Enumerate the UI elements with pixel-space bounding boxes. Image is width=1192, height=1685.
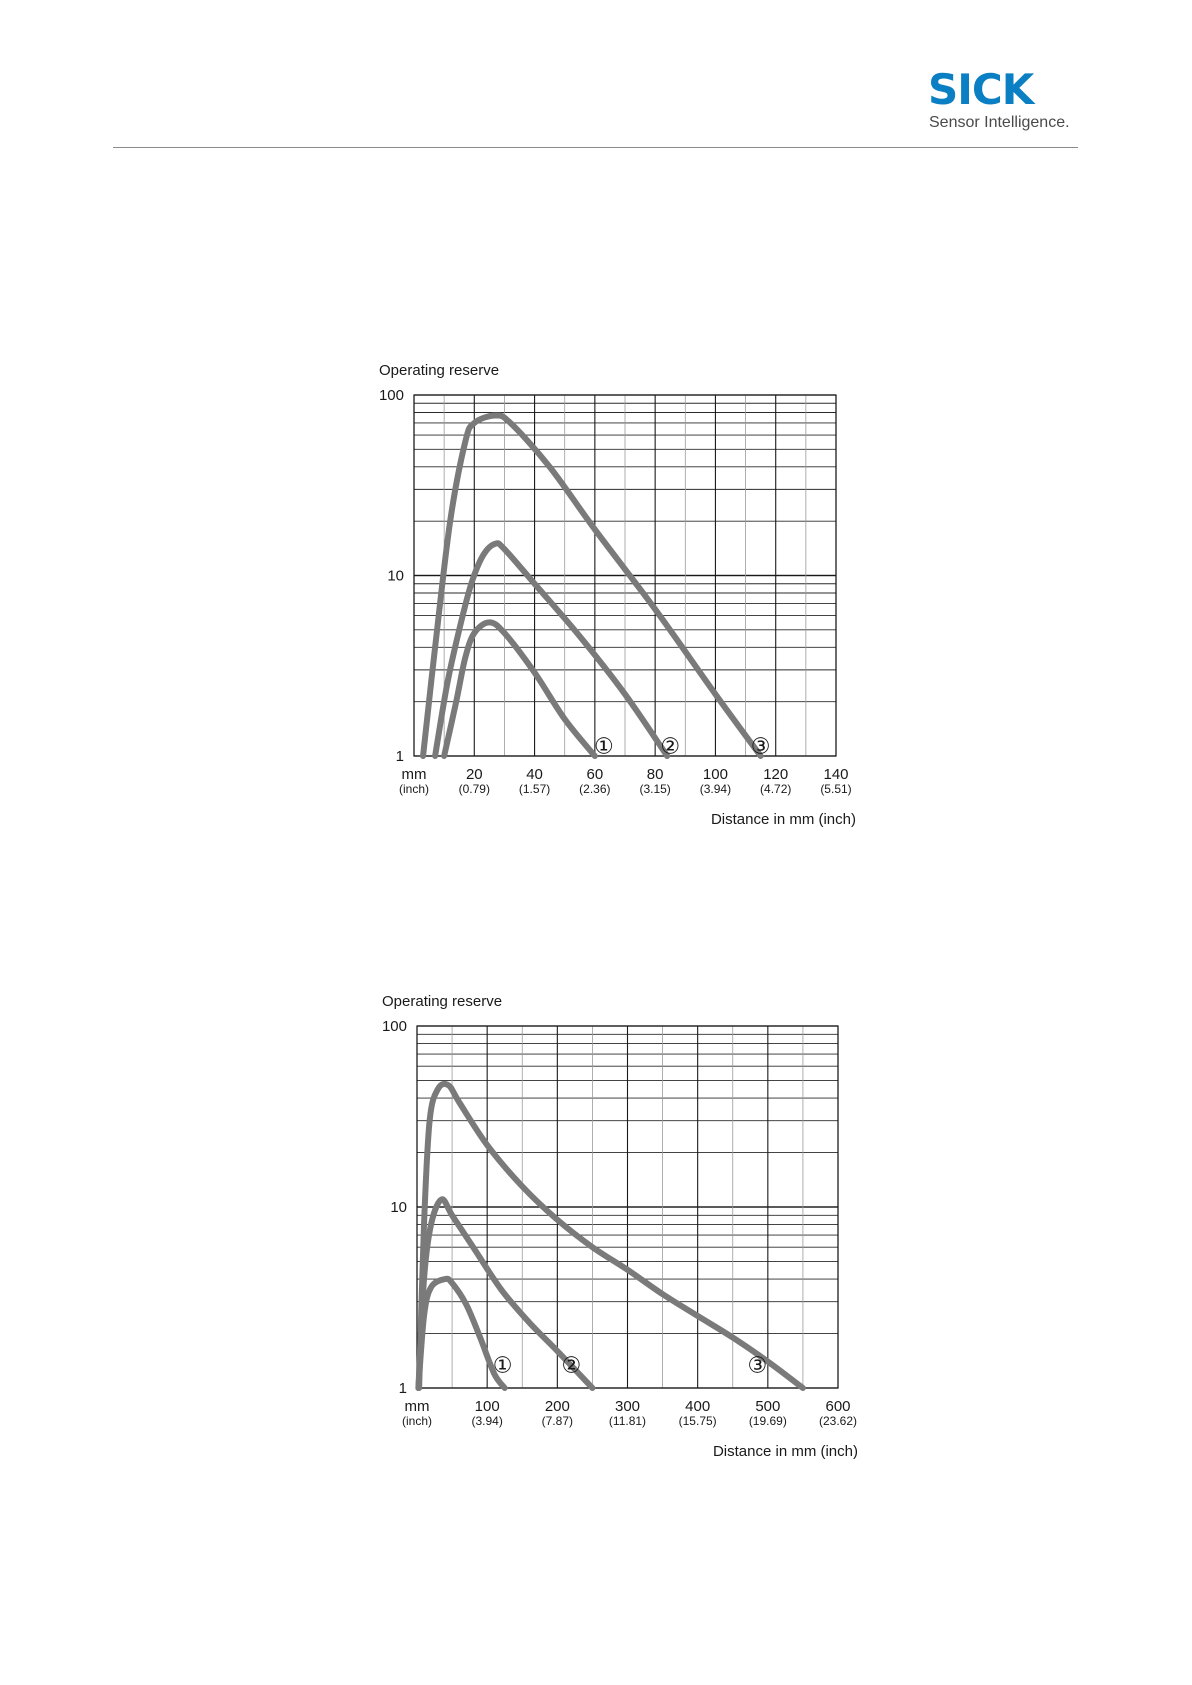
- y-axis-label: Operating reserve: [379, 362, 499, 379]
- x-tick-label: 600: [825, 1398, 850, 1415]
- x-tick-inch-label: (11.81): [609, 1414, 646, 1428]
- x-tick-inch-label: (3.15): [639, 782, 670, 796]
- x-tick-inch-label: (1.57): [519, 782, 550, 796]
- series-marker-2: ②: [660, 734, 680, 759]
- x-tick-inch-label: (2.36): [579, 782, 610, 796]
- x-tick-inch-label: (15.75): [679, 1414, 717, 1428]
- plot-frame: [416, 1025, 839, 1389]
- series-marker-1: ①: [594, 734, 614, 759]
- y-tick-label: 10: [387, 568, 404, 585]
- logo-tagline: Sensor Intelligence.: [929, 114, 1070, 131]
- x-unit-sublabel: (inch): [399, 782, 429, 796]
- x-unit-sublabel: (inch): [402, 1414, 432, 1428]
- y-axis-label: Operating reserve: [382, 993, 502, 1010]
- x-tick-label: 400: [685, 1398, 710, 1415]
- plot-frame: [413, 394, 837, 757]
- x-tick-inch-label: (23.62): [819, 1414, 857, 1428]
- x-tick-inch-label: (4.72): [760, 782, 791, 796]
- x-tick-label: 20: [466, 766, 483, 783]
- x-tick-label: 60: [587, 766, 604, 783]
- y-tick-label: 1: [399, 1380, 407, 1397]
- y-tick-label: 10: [390, 1199, 407, 1216]
- series-line-3: [416, 1080, 806, 1391]
- sick-logo: SICK Sensor Intelligence.: [928, 68, 1078, 138]
- logo-wordmark: SICK: [928, 65, 1034, 114]
- series-marker-1: ①: [493, 1352, 513, 1377]
- x-tick-label: 80: [647, 766, 664, 783]
- series-marker-2: ②: [561, 1352, 581, 1377]
- x-tick-label: 500: [755, 1398, 780, 1415]
- series-marker-3: ③: [747, 1352, 767, 1377]
- x-tick-inch-label: (5.51): [820, 782, 851, 796]
- x-unit-label: mm: [405, 1398, 430, 1415]
- x-tick-label: 100: [703, 766, 728, 783]
- x-tick-inch-label: (3.94): [471, 1414, 502, 1428]
- x-tick-inch-label: (7.87): [542, 1414, 573, 1428]
- x-axis-label: Distance in mm (inch): [713, 1443, 858, 1460]
- operating-reserve-chart-1: Operating reserve 100 10 1mm(inch) 20(0.79) 4…: [379, 362, 856, 828]
- x-tick-label: 200: [545, 1398, 570, 1415]
- x-tick-label: 120: [763, 766, 788, 783]
- x-unit-label: mm: [402, 766, 427, 783]
- series-marker-3: ③: [751, 734, 771, 759]
- x-tick-inch-label: (3.94): [700, 782, 731, 796]
- series-line-2: [432, 540, 671, 759]
- y-tick-label: 100: [382, 1018, 407, 1035]
- x-tick-label: 40: [526, 766, 543, 783]
- x-tick-inch-label: (19.69): [749, 1414, 787, 1428]
- x-tick-label: 300: [615, 1398, 640, 1415]
- series-line-3: [420, 412, 764, 759]
- y-tick-label: 1: [396, 748, 404, 765]
- header-divider: [113, 147, 1078, 148]
- x-axis-label: Distance in mm (inch): [711, 811, 856, 828]
- series-line-1: [441, 619, 598, 759]
- y-tick-label: 100: [379, 387, 404, 404]
- x-tick-inch-label: (0.79): [459, 782, 490, 796]
- x-tick-label: 140: [823, 766, 848, 783]
- x-tick-label: 100: [475, 1398, 500, 1415]
